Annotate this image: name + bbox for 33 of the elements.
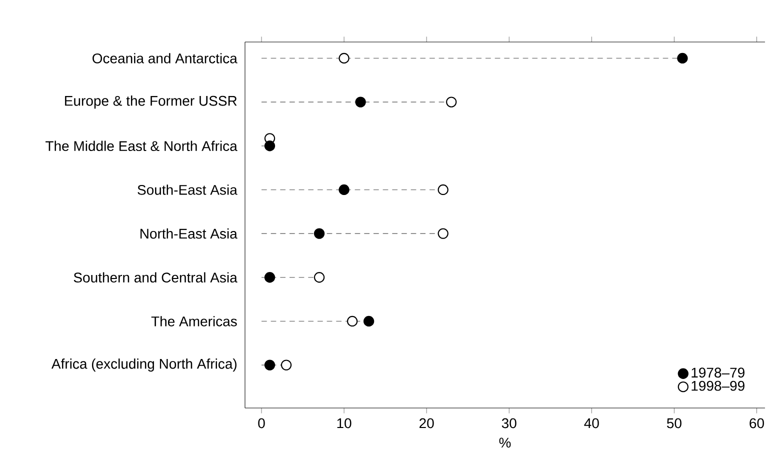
point <box>346 316 358 327</box>
point <box>264 140 276 152</box>
x-tick-label: 0 <box>258 418 265 428</box>
point <box>446 96 457 108</box>
x-tick-label: 30 <box>502 418 516 428</box>
x-tick-label: 20 <box>420 418 434 428</box>
point <box>314 272 325 283</box>
point <box>677 52 688 64</box>
y-tick-label: Europe & the Former USSR <box>65 96 237 109</box>
x-tick-label: 40 <box>584 418 599 428</box>
y-tick-label: North-East Asia <box>140 228 238 239</box>
point <box>438 184 448 196</box>
point <box>280 360 292 370</box>
legend-label: 1998–99 <box>692 380 744 391</box>
x-tick-label: 50 <box>666 418 682 428</box>
point <box>264 360 276 370</box>
y-tick-label: Oceania and Antarctica <box>92 53 238 64</box>
point <box>338 184 350 196</box>
point <box>264 272 276 283</box>
y-tick-label: Southern and Central Asia <box>74 272 238 283</box>
x-axis-title: % <box>499 438 511 448</box>
point <box>338 52 350 64</box>
legend-label: 1978–79 <box>692 368 744 378</box>
y-tick-label: Africa (excluding North Africa) <box>51 358 236 372</box>
point <box>363 316 374 327</box>
x-tick-label: 60 <box>750 418 764 428</box>
x-tick-label: 10 <box>337 418 352 428</box>
point <box>355 96 366 108</box>
y-tick-label: The Middle East & North Africa <box>46 140 238 152</box>
point <box>314 228 325 239</box>
y-tick-label: The Americas <box>151 316 237 326</box>
point <box>438 228 448 239</box>
y-tick-label: South-East Asia <box>138 184 238 195</box>
